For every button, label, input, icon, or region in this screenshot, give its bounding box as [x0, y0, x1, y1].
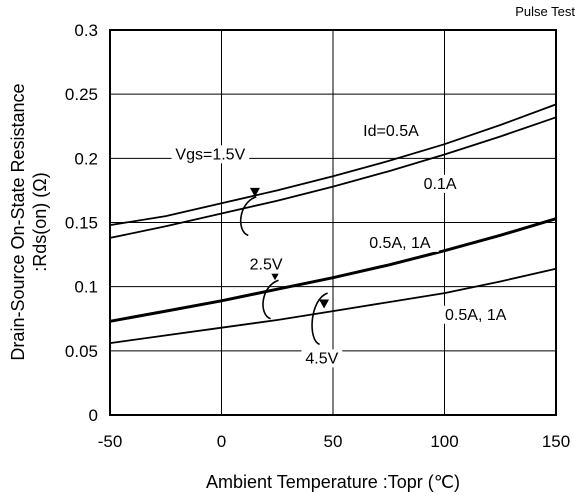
annotations: Vgs=1.5V Id=0.5A 0.1A 2.5V 0.5A, 1A 0.5A, 1A 4… — [171, 122, 515, 368]
series-lines — [109, 103, 557, 344]
annotation-label-1: Vgs=1.5V — [175, 146, 245, 163]
y-tick-label: 0.25 — [65, 85, 98, 104]
x-tick-label: 100 — [430, 432, 458, 451]
y-tick-label: 0.15 — [65, 214, 98, 233]
curved-arrow-icon — [311, 292, 328, 346]
y-tick-label: 0.3 — [74, 21, 98, 40]
annotation-label-6: 0.5A, 1A — [445, 307, 507, 324]
annotation-label-4: 2.5V — [250, 257, 283, 274]
y-axis-label-line1: Drain-Source On-State Resistance — [8, 83, 28, 360]
y-tick-label: 0.1 — [74, 278, 98, 297]
x-tick-label: 0 — [217, 432, 226, 451]
annotation-background — [436, 305, 515, 324]
x-tick-label: 150 — [542, 432, 570, 451]
annotation-label-2: Id=0.5A — [363, 123, 419, 140]
y-axis-label-line2: :Rds(on) (Ω) — [30, 172, 50, 271]
arrow-head-icon — [249, 187, 260, 197]
pulse-test-note: Pulse Test — [515, 4, 575, 19]
annotation-background — [245, 255, 287, 274]
annotation-label-7: 4.5V — [305, 350, 338, 367]
x-tick-labels: -50 0 50 100 150 — [98, 432, 570, 451]
curved-arrow-icon — [262, 279, 279, 320]
y-tick-labels: 0 0.05 0.1 0.15 0.2 0.25 0.3 — [65, 21, 98, 425]
series-line-1 — [109, 103, 557, 226]
x-axis-label: Ambient Temperature :Topr (℃) — [206, 472, 460, 492]
plot-frame — [109, 29, 557, 416]
series-line-3 — [109, 217, 557, 323]
x-tick-label: 50 — [324, 432, 343, 451]
annotation-background — [301, 349, 343, 368]
annotation-background — [419, 174, 461, 193]
series-line-2 — [109, 116, 557, 239]
annotation-background — [361, 233, 439, 252]
annotation-background — [356, 122, 426, 141]
annotation-arrows — [239, 187, 330, 346]
curved-arrow-icon — [239, 196, 257, 237]
annotation-label-5: 0.5A, 1A — [369, 235, 431, 252]
x-tick-label: -50 — [98, 432, 123, 451]
annotation-label-3: 0.1A — [424, 176, 457, 193]
series-line-4 — [109, 267, 557, 344]
annotation-background — [171, 145, 250, 164]
y-tick-label: 0 — [89, 406, 98, 425]
y-tick-label: 0.05 — [65, 342, 98, 361]
y-tick-label: 0.2 — [74, 149, 98, 168]
arrow-head-icon — [319, 299, 330, 309]
